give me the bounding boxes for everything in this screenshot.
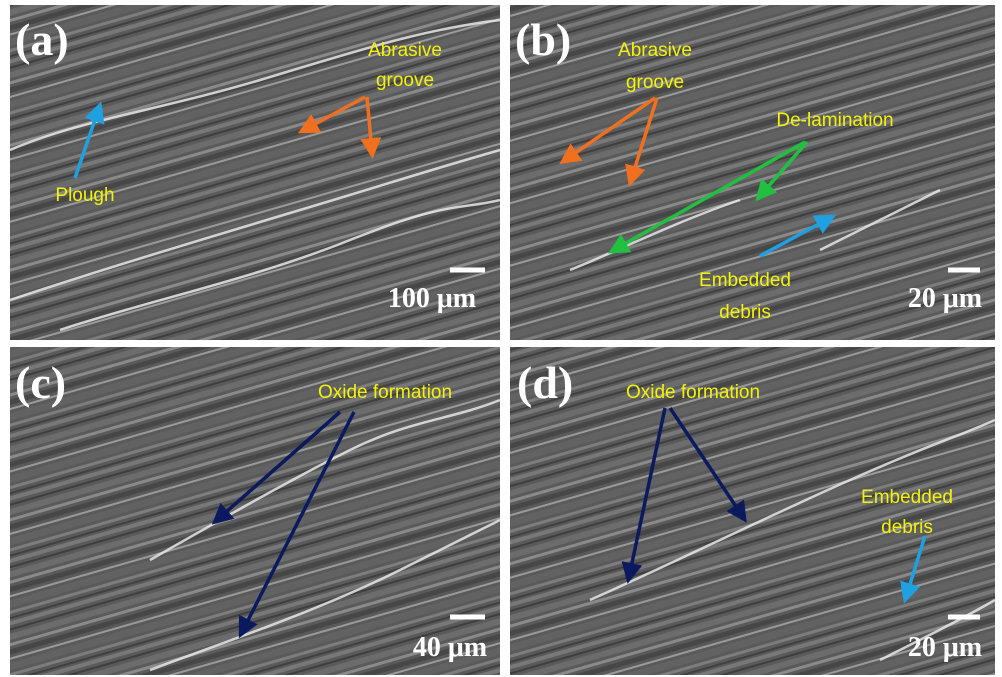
panel-label: (a) — [15, 14, 69, 65]
panel-b: (b) Abrasive groove De-lamination Embedd… — [510, 5, 995, 340]
annotation: debris — [719, 302, 771, 323]
annotation: Abrasive — [618, 40, 692, 61]
annotation: Oxide formation — [318, 382, 452, 403]
figure: (a) Abrasive groove Plough 100 μm (b) Ab… — [0, 0, 1002, 677]
annotation: debris — [881, 517, 933, 538]
panel-label: (b) — [515, 14, 571, 65]
annotation: De-lamination — [776, 110, 893, 131]
scale-label: 100 μm — [388, 283, 476, 314]
scale-label: 20 μm — [908, 283, 982, 314]
page: (a) Abrasive groove Plough 100 μm (b) Ab… — [0, 0, 1002, 677]
panel-d: (d) Oxide formation Embedded debris 20 μ… — [510, 347, 995, 675]
annotation: Abrasive — [368, 40, 442, 61]
panel-c: (c) Oxide formation 40 μm — [10, 347, 500, 675]
annotation: Plough — [55, 185, 114, 206]
scale-label: 20 μm — [908, 632, 982, 663]
annotation: Embedded — [861, 487, 953, 508]
annotation: Oxide formation — [626, 382, 760, 403]
panel-label: (d) — [517, 357, 573, 408]
annotation: Embedded — [699, 270, 791, 291]
annotation: groove — [376, 70, 434, 91]
annotation: groove — [626, 72, 684, 93]
panel-a: (a) Abrasive groove Plough 100 μm — [10, 5, 500, 340]
panel-label: (c) — [15, 357, 66, 408]
scale-label: 40 μm — [413, 632, 487, 663]
